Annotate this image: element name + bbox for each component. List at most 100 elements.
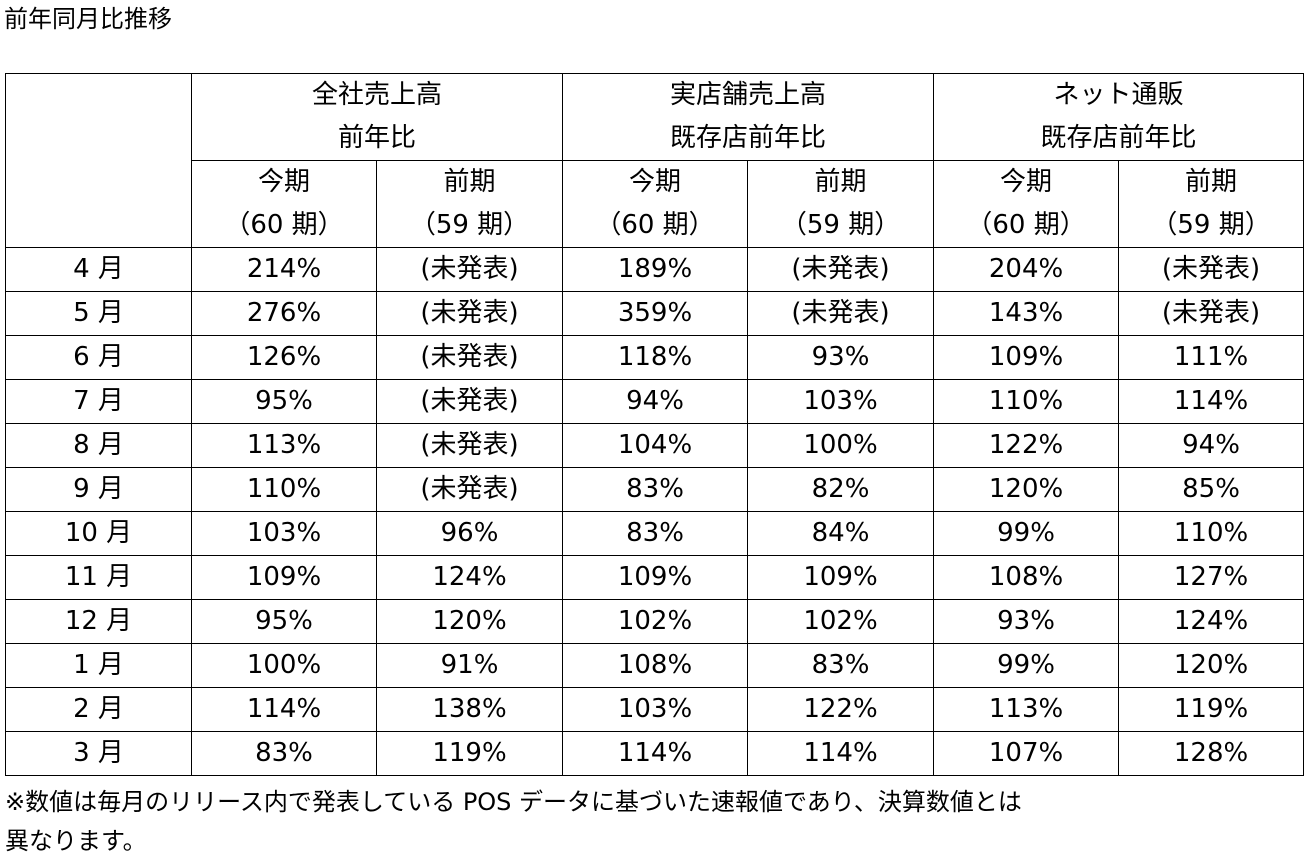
period-line1: 前期 [443, 167, 496, 197]
value-cell: 99% [933, 643, 1120, 688]
header-corner [5, 73, 192, 248]
value-cell: 122% [933, 423, 1120, 468]
header-period-current: 今期 （60 期） [562, 160, 749, 248]
value-cell: 91% [375, 643, 564, 688]
value-cell: 114% [191, 687, 377, 732]
value-cell: 113% [191, 423, 377, 468]
value-cell: (未発表) [375, 291, 564, 336]
table-row: 7 月 95% (未発表) 94% 103% 110% 114% [5, 379, 1305, 424]
value-cell: 94% [562, 379, 749, 424]
footnote-line2: 異なります。 [5, 827, 147, 855]
table-row: 3 月 83% 119% 114% 114% 107% 128% [5, 731, 1305, 776]
value-cell: 95% [191, 599, 377, 644]
value-cell: (未発表) [375, 467, 564, 512]
month-cell: 1 月 [5, 643, 192, 688]
month-cell: 10 月 [5, 511, 192, 556]
value-cell: 114% [1118, 379, 1305, 424]
value-cell: 120% [933, 467, 1120, 512]
value-cell: 122% [747, 687, 935, 732]
period-line2: （60 期） [224, 210, 344, 240]
month-cell: 5 月 [5, 291, 192, 336]
value-cell: 103% [562, 687, 749, 732]
header-period-previous: 前期 （59 期） [747, 160, 935, 248]
period-line1: 今期 [1000, 167, 1053, 197]
table-row: 6 月 126% (未発表) 118% 93% 109% 111% [5, 335, 1305, 380]
period-line2: （60 期） [966, 210, 1086, 240]
header-group-online-sales: ネット通販 既存店前年比 [933, 73, 1305, 161]
group-line2: 前年比 [338, 123, 417, 153]
value-cell: 93% [747, 335, 935, 380]
header-period-previous: 前期 （59 期） [375, 160, 564, 248]
value-cell: 85% [1118, 467, 1305, 512]
period-line2: （60 期） [595, 210, 715, 240]
footnote-line1: ※数値は毎月のリリース内で発表している POS データに基づいた速報値であり、決… [5, 788, 1022, 816]
value-cell: 114% [562, 731, 749, 776]
table-row: 2 月 114% 138% 103% 122% 113% 119% [5, 687, 1305, 732]
value-cell: 111% [1118, 335, 1305, 380]
value-cell: (未発表) [1118, 247, 1305, 292]
value-cell: 119% [375, 731, 564, 776]
month-cell: 8 月 [5, 423, 192, 468]
period-line1: 今期 [629, 167, 682, 197]
table-row: 10 月 103% 96% 83% 84% 99% 110% [5, 511, 1305, 556]
value-cell: (未発表) [375, 247, 564, 292]
value-cell: 83% [191, 731, 377, 776]
footnote: ※数値は毎月のリリース内で発表している POS データに基づいた速報値であり、決… [5, 783, 1305, 861]
value-cell: 113% [933, 687, 1120, 732]
value-cell: 102% [562, 599, 749, 644]
value-cell: 96% [375, 511, 564, 556]
value-cell: 128% [1118, 731, 1305, 776]
yoy-table: 全社売上高 前年比 実店舗売上高 既存店前年比 ネット通販 既存店前年比 今期 （… [5, 73, 1305, 776]
month-cell: 9 月 [5, 467, 192, 512]
month-cell: 11 月 [5, 555, 192, 600]
header-period-current: 今期 （60 期） [933, 160, 1120, 248]
value-cell: 83% [562, 467, 749, 512]
value-cell: 109% [562, 555, 749, 600]
value-cell: 107% [933, 731, 1120, 776]
table-row: 9 月 110% (未発表) 83% 82% 120% 85% [5, 467, 1305, 512]
value-cell: (未発表) [375, 379, 564, 424]
value-cell: 99% [933, 511, 1120, 556]
group-line1: 実店舗売上高 [670, 80, 827, 110]
value-cell: 110% [1118, 511, 1305, 556]
value-cell: 84% [747, 511, 935, 556]
value-cell: 359% [562, 291, 749, 336]
month-cell: 12 月 [5, 599, 192, 644]
value-cell: 204% [933, 247, 1120, 292]
value-cell: (未発表) [747, 291, 935, 336]
value-cell: 118% [562, 335, 749, 380]
header-group-store-sales: 実店舗売上高 既存店前年比 [562, 73, 935, 161]
group-line2: 既存店前年比 [670, 123, 827, 153]
value-cell: 100% [747, 423, 935, 468]
value-cell: 138% [375, 687, 564, 732]
value-cell: 94% [1118, 423, 1305, 468]
value-cell: 276% [191, 291, 377, 336]
month-cell: 7 月 [5, 379, 192, 424]
month-cell: 2 月 [5, 687, 192, 732]
value-cell: (未発表) [747, 247, 935, 292]
value-cell: 102% [747, 599, 935, 644]
value-cell: 120% [375, 599, 564, 644]
value-cell: 109% [747, 555, 935, 600]
value-cell: 95% [191, 379, 377, 424]
value-cell: 108% [562, 643, 749, 688]
value-cell: 110% [933, 379, 1120, 424]
value-cell: 126% [191, 335, 377, 380]
month-cell: 4 月 [5, 247, 192, 292]
period-line2: （59 期） [409, 210, 530, 240]
period-line2: （59 期） [780, 210, 901, 240]
value-cell: 124% [1118, 599, 1305, 644]
table-row: 1 月 100% 91% 108% 83% 99% 120% [5, 643, 1305, 688]
period-line1: 前期 [814, 167, 867, 197]
value-cell: 93% [933, 599, 1120, 644]
table-row: 5 月 276% (未発表) 359% (未発表) 143% (未発表) [5, 291, 1305, 336]
value-cell: 114% [747, 731, 935, 776]
value-cell: 83% [747, 643, 935, 688]
group-line1: ネット通販 [1053, 80, 1184, 110]
table-row: 12 月 95% 120% 102% 102% 93% 124% [5, 599, 1305, 644]
value-cell: 143% [933, 291, 1120, 336]
value-cell: 119% [1118, 687, 1305, 732]
value-cell: 214% [191, 247, 377, 292]
period-line1: 前期 [1185, 167, 1238, 197]
value-cell: 124% [375, 555, 564, 600]
